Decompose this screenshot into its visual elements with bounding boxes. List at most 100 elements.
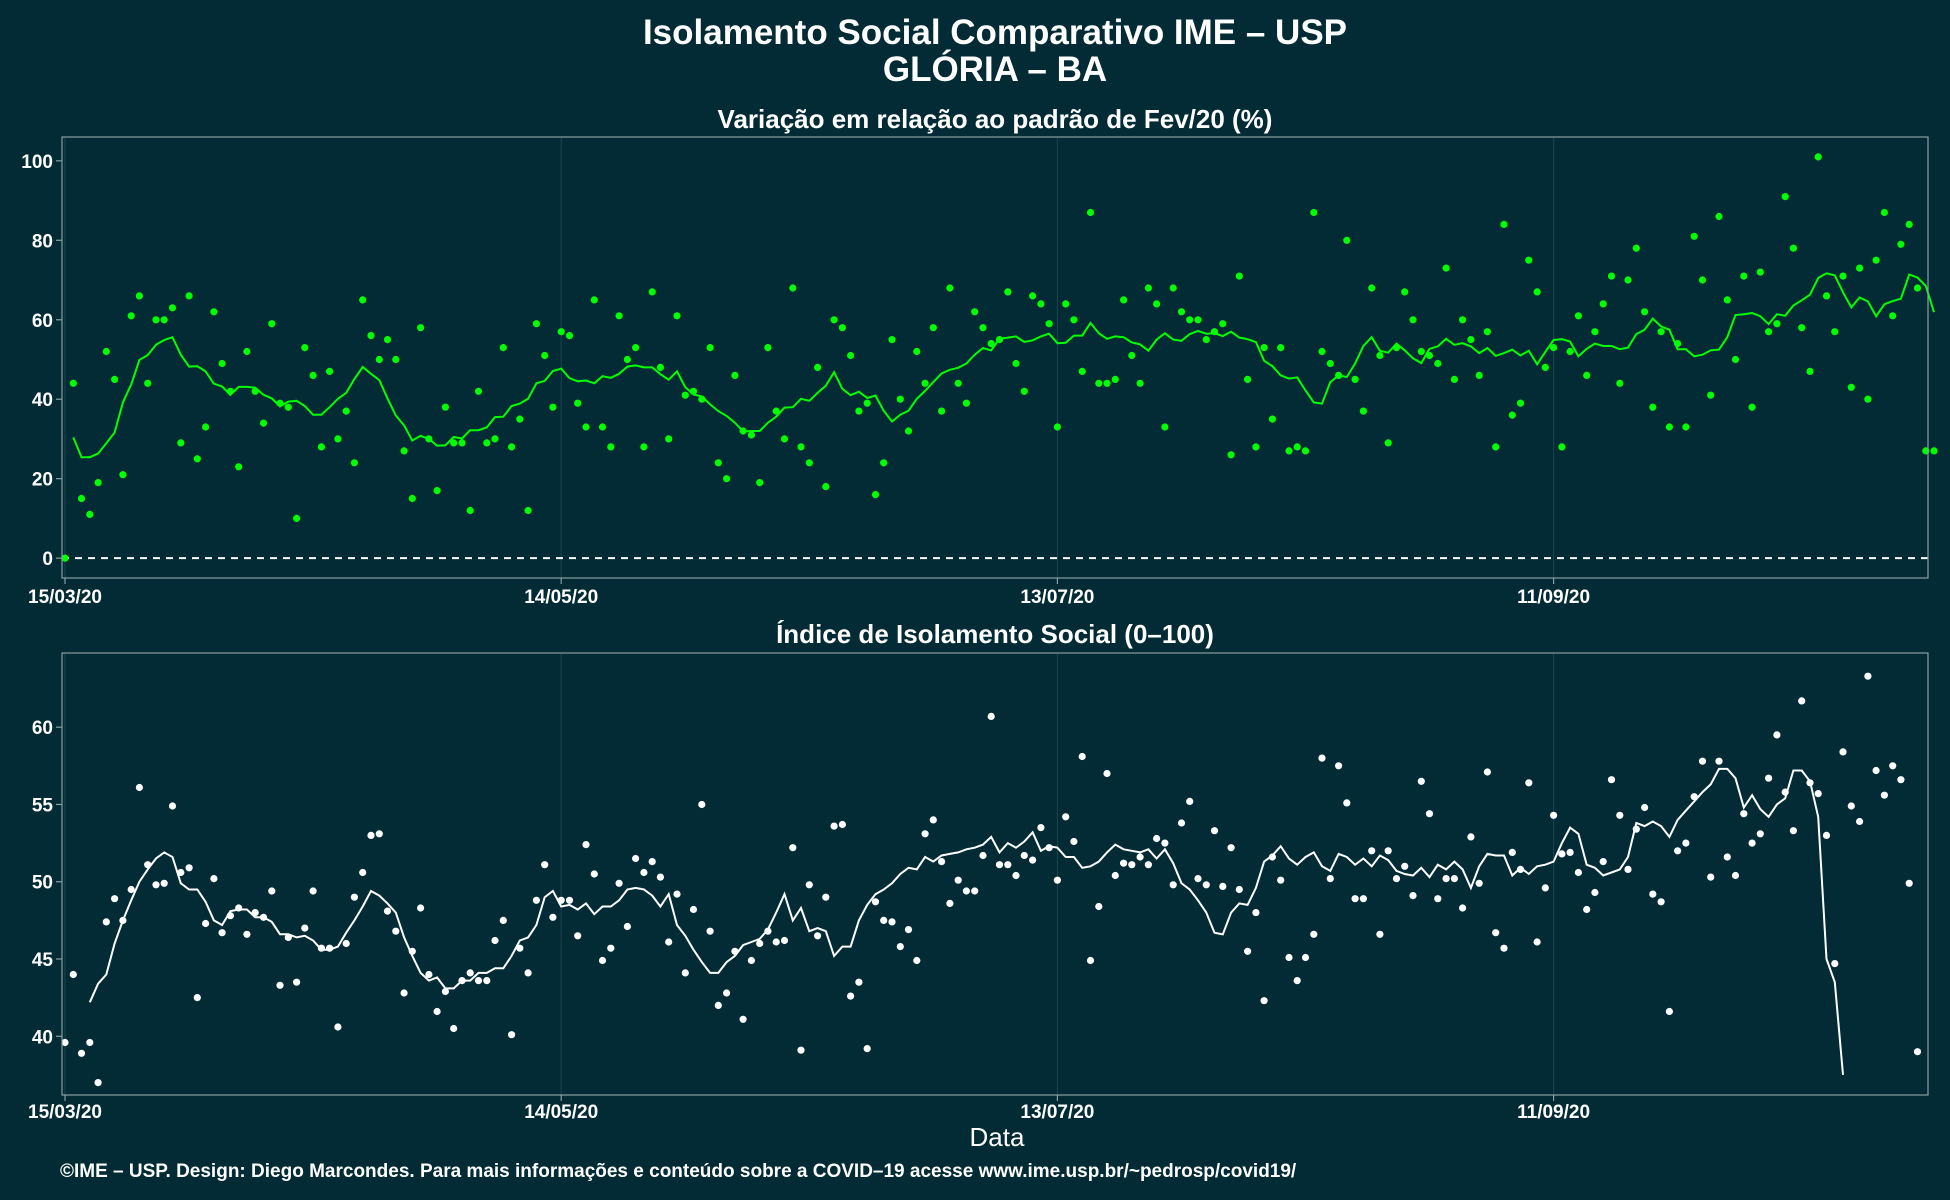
data-point (1277, 876, 1285, 884)
data-point (1202, 336, 1210, 344)
data-point (210, 875, 218, 883)
data-point (1748, 839, 1756, 847)
data-point (1252, 443, 1260, 451)
y-tick-label: 60 (32, 718, 53, 739)
panel-1-frame (61, 136, 1929, 579)
data-point (822, 893, 830, 901)
data-point (1641, 308, 1649, 316)
data-point (1235, 272, 1243, 280)
data-point (1533, 288, 1541, 296)
panel-2-y-ticks: 40 45 50 55 60 (32, 718, 62, 1048)
x-tick-label: 11/09/20 (1517, 1102, 1590, 1123)
data-point (94, 479, 102, 487)
data-point (450, 439, 458, 447)
data-point (797, 443, 805, 451)
data-point (293, 978, 301, 986)
data-point (499, 916, 507, 925)
data-point (1806, 367, 1814, 375)
x-tick-label: 13/07/20 (1020, 587, 1094, 608)
panel-1-y-ticks: 0 20 40 60 80 100 (21, 152, 62, 570)
data-point (1384, 847, 1392, 855)
data-point (516, 415, 524, 423)
data-point (309, 371, 317, 379)
data-point (1177, 308, 1186, 316)
data-point (1401, 288, 1409, 296)
data-point (756, 939, 764, 948)
data-point (1343, 799, 1351, 807)
data-point (1624, 276, 1632, 284)
data-point (1516, 399, 1525, 407)
data-point (1062, 300, 1070, 308)
data-point (1814, 153, 1822, 161)
data-point (1459, 316, 1467, 324)
data-point (86, 510, 94, 518)
data-point (1723, 296, 1731, 304)
data-point (714, 1001, 722, 1010)
data-point (673, 312, 681, 320)
data-point (1310, 208, 1318, 217)
data-point (962, 887, 971, 895)
data-point (383, 907, 392, 915)
data-point (1244, 947, 1252, 955)
data-point (1682, 423, 1690, 431)
data-point (1632, 244, 1640, 252)
data-point (135, 292, 143, 300)
data-point (1326, 875, 1334, 883)
data-point (1318, 754, 1326, 762)
data-point (1665, 423, 1673, 431)
data-point (1285, 953, 1293, 962)
data-point (888, 918, 896, 926)
data-point (863, 399, 871, 407)
data-point (276, 399, 284, 407)
data-point (706, 344, 714, 352)
data-point (408, 947, 416, 955)
data-point (1384, 439, 1392, 447)
data-point (202, 919, 210, 928)
data-point (1459, 904, 1467, 912)
data-point (648, 288, 656, 296)
data-point (855, 978, 863, 986)
data-point (516, 944, 524, 952)
main-subtitle: GLÓRIA – BA (883, 49, 1107, 89)
data-point (772, 938, 780, 946)
data-point (1012, 359, 1020, 368)
data-point (61, 1038, 69, 1047)
data-point (1508, 411, 1516, 419)
data-point (508, 443, 516, 451)
data-point (847, 351, 855, 360)
data-point (1756, 830, 1764, 838)
data-point (1550, 344, 1558, 352)
data-point (508, 1031, 516, 1039)
data-point (425, 435, 433, 443)
data-point (1202, 881, 1210, 889)
data-point (433, 487, 441, 495)
data-point (1475, 879, 1483, 887)
data-point (607, 443, 615, 451)
data-point (1649, 890, 1657, 898)
data-point (499, 344, 507, 352)
data-point (747, 956, 756, 965)
data-point (127, 312, 135, 320)
data-point (1558, 850, 1566, 858)
data-point (1715, 212, 1723, 221)
data-point (532, 320, 541, 328)
data-point (1103, 379, 1111, 387)
data-point (1368, 284, 1376, 292)
data-point (1731, 355, 1740, 364)
data-point (1318, 347, 1326, 356)
x-tick-label: 15/03/20 (28, 587, 102, 608)
data-point (218, 929, 226, 937)
data-point (111, 895, 119, 903)
data-point (1864, 672, 1872, 680)
data-point (1004, 861, 1012, 869)
data-point (284, 933, 292, 942)
data-point (830, 316, 838, 324)
panel-2-grid (64, 653, 1555, 1095)
data-point (780, 936, 789, 945)
data-point (1293, 443, 1301, 451)
data-point (284, 403, 292, 411)
data-point (1434, 895, 1442, 903)
data-point (1913, 1048, 1922, 1056)
